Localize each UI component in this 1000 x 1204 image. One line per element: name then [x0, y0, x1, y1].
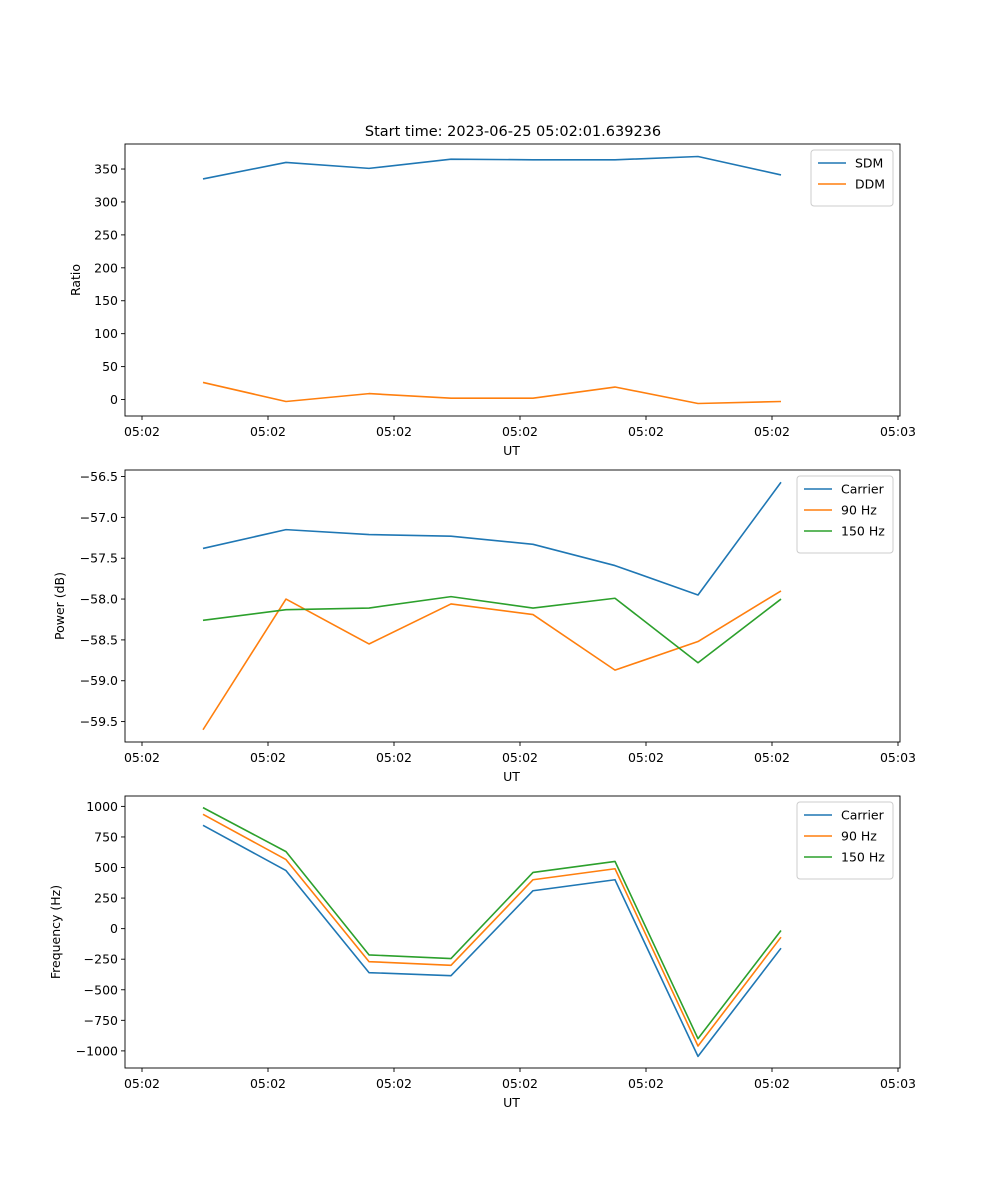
y-axis-label: Ratio — [68, 264, 83, 296]
y-tick-label: 0 — [110, 921, 118, 936]
x-tick-label: 05:02 — [502, 424, 538, 439]
y-tick-label: 50 — [102, 359, 118, 374]
x-axis-label: UT — [503, 443, 520, 458]
x-tick-label: 05:02 — [250, 1076, 286, 1091]
y-axis-label: Power (dB) — [52, 572, 67, 640]
x-tick-label: 05:02 — [754, 424, 790, 439]
y-tick-label: −58.5 — [80, 632, 118, 647]
legend-box — [810, 149, 894, 207]
y-tick-label: −750 — [84, 1013, 118, 1028]
x-axis-label: UT — [503, 1095, 520, 1110]
y-tick-label: 250 — [94, 891, 118, 906]
series-line-150-hz — [202, 595, 782, 664]
y-tick-label: 100 — [94, 326, 118, 341]
x-tick-label: 05:02 — [376, 424, 412, 439]
x-tick-label: 05:02 — [628, 1076, 664, 1091]
y-tick-label: 300 — [94, 194, 118, 209]
y-tick-label: 750 — [94, 829, 118, 844]
x-tick-label: 05:02 — [124, 750, 160, 765]
legend-box — [796, 475, 894, 554]
series-line-90-hz — [202, 813, 782, 1047]
x-tick-label: 05:02 — [124, 1076, 160, 1091]
legend-label: Carrier — [841, 482, 885, 497]
x-tick-label: 05:03 — [880, 424, 916, 439]
x-tick-label: 05:03 — [880, 1076, 916, 1091]
y-tick-label: −59.0 — [80, 673, 118, 688]
chart-3: 05:02 05:02 05:02 05:02 05:02 05:02 05:03 −1000… — [48, 795, 916, 1110]
figure-title: Start time: 2023-06-25 05:02:01.639236 — [365, 124, 661, 140]
y-axis-label: Frequency (Hz) — [48, 885, 63, 979]
x-tick-label: 05:02 — [250, 424, 286, 439]
x-axis-label: UT — [503, 769, 520, 784]
y-tick-label: −57.0 — [80, 510, 118, 525]
y-tick-label: −58.0 — [80, 592, 118, 607]
chart-2: 05:02 05:02 05:02 05:02 05:02 05:02 05:03 −59.5… — [52, 469, 916, 784]
axes-frame — [124, 795, 901, 1069]
y-tick-label: −57.5 — [80, 551, 118, 566]
y-tick-label: 250 — [94, 227, 118, 242]
series-line-150-hz — [202, 806, 782, 1040]
x-tick-label: 05:02 — [628, 750, 664, 765]
legend-label: 90 Hz — [841, 829, 877, 844]
series-line-90-hz — [202, 590, 782, 731]
axes-frame — [124, 143, 901, 417]
x-tick-label: 05:02 — [124, 424, 160, 439]
y-tick-label: 200 — [94, 260, 118, 275]
legend: Carrier 90 Hz 150 Hz — [796, 801, 894, 880]
x-tick-label: 05:02 — [250, 750, 286, 765]
legend-label: 90 Hz — [841, 503, 877, 518]
legend-label: 150 Hz — [841, 850, 885, 865]
x-tick-label: 05:02 — [628, 424, 664, 439]
x-tick-label: 05:03 — [880, 750, 916, 765]
y-tick-label: −500 — [84, 982, 118, 997]
x-tick-label: 05:02 — [376, 1076, 412, 1091]
legend-label: SDM — [855, 156, 883, 171]
x-tick-label: 05:02 — [754, 750, 790, 765]
x-tick-label: 05:02 — [502, 1076, 538, 1091]
x-tick-label: 05:02 — [754, 1076, 790, 1091]
legend-label: 150 Hz — [841, 524, 885, 539]
series-line-ddm — [202, 381, 782, 405]
y-tick-label: −250 — [84, 952, 118, 967]
x-tick-label: 05:02 — [502, 750, 538, 765]
axes-frame — [124, 469, 901, 743]
y-tick-label: −59.5 — [80, 714, 118, 729]
chart-1: 05:02 05:02 05:02 05:02 05:02 05:02 05:03 0 50 10… — [68, 143, 916, 458]
y-tick-label: −1000 — [76, 1043, 118, 1058]
legend-label: DDM — [855, 177, 885, 192]
series-line-carrier — [202, 824, 782, 1058]
y-tick-label: 500 — [94, 860, 118, 875]
legend: SDM DDM — [810, 149, 894, 207]
series-line-carrier — [202, 481, 782, 596]
y-tick-label: 150 — [94, 293, 118, 308]
legend: Carrier 90 Hz 150 Hz — [796, 475, 894, 554]
y-tick-label: 350 — [94, 162, 118, 177]
y-tick-label: 1000 — [86, 799, 118, 814]
series-line-sdm — [202, 155, 782, 180]
x-tick-label: 05:02 — [376, 750, 412, 765]
legend-label: Carrier — [841, 808, 885, 823]
y-tick-label: 0 — [110, 392, 118, 407]
y-tick-label: −56.5 — [80, 469, 118, 484]
legend-box — [796, 801, 894, 880]
